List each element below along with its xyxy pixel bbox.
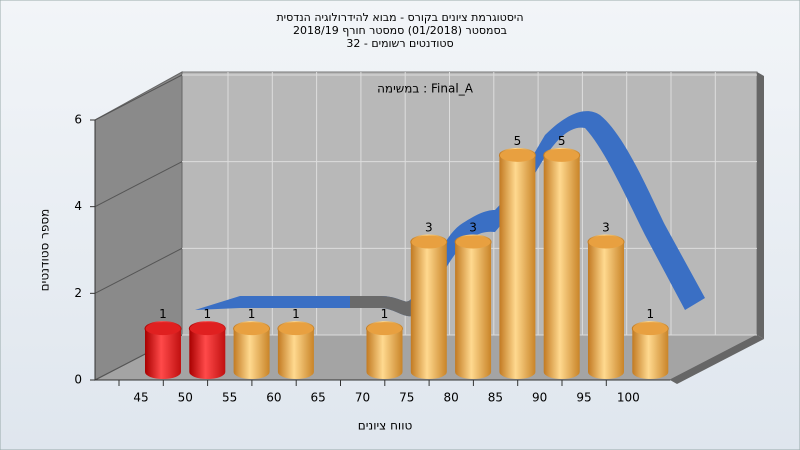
bar-body [588,242,624,379]
x-tick-label: 100 [617,391,640,405]
wall-edge [757,72,764,339]
data-label: 1 [646,307,654,321]
bar-top [188,321,226,337]
bar-top [233,321,271,337]
grid-line [94,247,183,294]
data-label: 1 [292,307,300,321]
floor-edge [670,335,764,384]
title-line: סטודנטים רשומים - 32 [346,37,453,50]
bar [410,234,448,380]
bar-body [455,242,492,380]
bar-body [366,328,403,380]
bar-top [543,147,581,163]
bar [543,147,581,379]
bar-top [498,147,536,163]
x-tick-label: 90 [532,391,547,405]
data-label: 1 [203,307,211,321]
title-line: היסטוגרמת ציונים בקורס - מבוא להידרולוגי… [276,11,523,24]
x-tick-label: 95 [576,391,591,405]
data-label: 1 [159,307,167,321]
bar [631,321,669,380]
data-label: 5 [514,134,522,148]
data-label: 3 [469,221,477,235]
curve-shadow [350,296,415,317]
y-tick-label: 6 [74,113,82,127]
data-label: 1 [381,307,389,321]
x-tick-label: 50 [178,391,193,405]
grid-line [94,161,183,208]
title-line: בסמסטר (01/2018) סמסטר חורף 2018/19 [293,24,507,37]
bar [277,321,315,380]
bar [188,321,226,380]
bar-top [587,234,625,250]
x-tick-label: 85 [488,391,503,405]
bar-body [543,155,580,379]
bars: 1 1 1 1 1 3 3 5 5 3 1 [144,134,669,380]
bar-top [454,234,492,250]
x-tick-label: 70 [355,391,370,405]
data-label: 3 [602,221,610,235]
bar [587,234,625,379]
bar [233,321,271,380]
x-tick-label: 80 [443,391,458,405]
bar-top [631,321,669,337]
x-tick-label: 45 [133,391,148,405]
data-label: 5 [558,134,566,148]
x-tick-label: 75 [399,391,414,405]
x-tick-label: 55 [222,391,237,405]
bar-body [632,328,669,380]
y-tick-label: 4 [74,199,82,213]
bar-body [233,328,270,380]
bar [498,147,536,379]
x-axis-title: טווח ציונים [358,419,413,433]
bar-top [366,321,403,337]
x-tick-label: 60 [266,391,281,405]
bar-body [410,242,447,380]
y-tick-label: 2 [74,286,82,300]
bar [454,234,492,380]
bar-body [277,328,314,380]
data-label: 3 [425,221,433,235]
y-axis-title: מספר סטודנטים [38,209,52,292]
data-label: 1 [248,307,256,321]
bar-top [277,321,315,337]
bar-body [189,328,226,380]
bar [144,321,182,379]
x-tick-label: 65 [311,391,326,405]
grid-line [94,74,183,121]
bar-top [410,234,448,250]
bar-body [145,328,181,379]
bar-top [144,321,182,337]
subtitle: במשימה : Final_A [377,82,474,96]
bar [366,321,403,380]
bar-body [499,155,536,379]
y-tick-label: 0 [74,373,82,387]
